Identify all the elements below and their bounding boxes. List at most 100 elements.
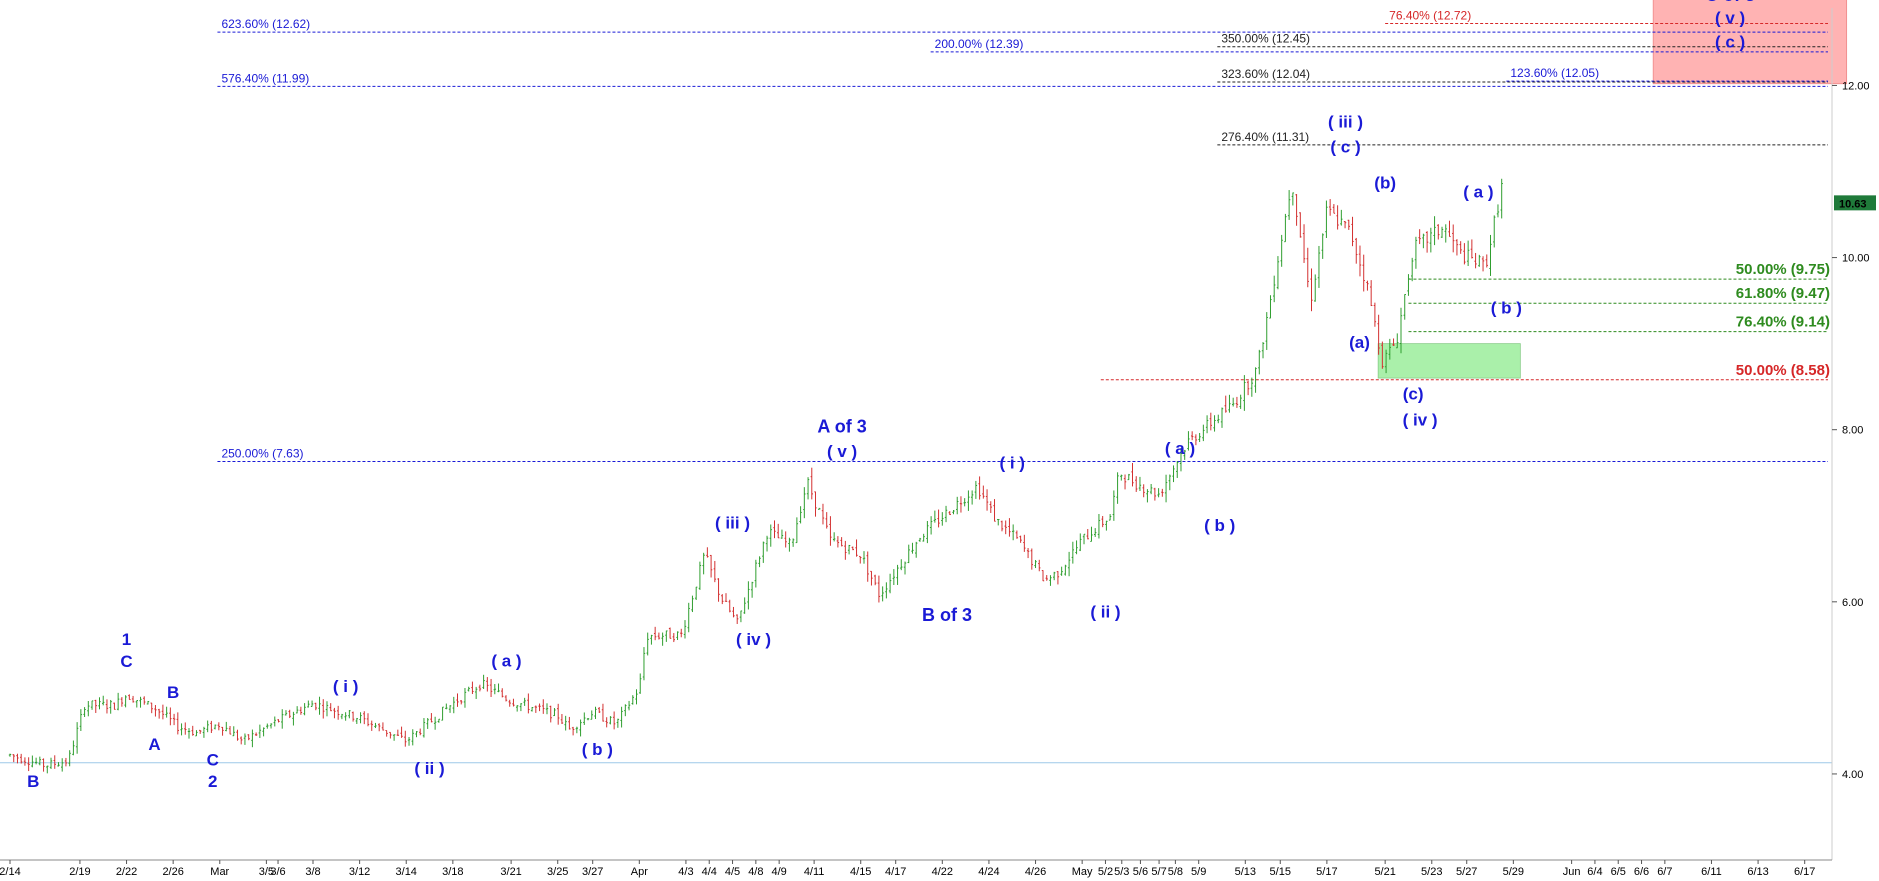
fib-label: 323.60% (12.04) [1221, 67, 1310, 81]
candle [404, 730, 407, 747]
candle [791, 538, 795, 547]
candle [1437, 224, 1440, 240]
candle [262, 727, 265, 737]
candle [1213, 415, 1216, 432]
candle [370, 720, 373, 731]
candle [1161, 488, 1164, 497]
candle [653, 626, 657, 641]
wave-label: ( a ) [1165, 439, 1195, 458]
candle [1299, 212, 1302, 238]
wave-label: 2 [208, 772, 217, 791]
candle [27, 757, 30, 772]
candle [1396, 333, 1399, 349]
candle [1112, 490, 1116, 521]
candle [109, 699, 112, 714]
candle [1220, 407, 1224, 428]
fib-label: 276.40% (11.31) [1221, 130, 1309, 144]
x-tick-label: 4/11 [804, 866, 825, 878]
candle [1448, 220, 1451, 238]
candle [963, 498, 966, 507]
last-price-badge: 10.63 [1834, 195, 1876, 211]
candle [1231, 397, 1235, 407]
candle [933, 510, 937, 523]
last-price-label: 10.63 [1839, 198, 1867, 210]
candle [1194, 434, 1198, 446]
candle [258, 724, 262, 739]
candle [982, 485, 985, 499]
y-tick-label: 12.00 [1842, 80, 1870, 92]
candle [180, 723, 183, 736]
candle [698, 561, 702, 590]
candle [243, 733, 247, 745]
candle [952, 510, 955, 515]
candle [228, 725, 232, 735]
candle [609, 716, 612, 725]
candle [859, 555, 862, 564]
candle [512, 698, 515, 707]
candle [1138, 476, 1142, 491]
target-zone [1652, 0, 1848, 85]
candle [635, 689, 638, 705]
candle [266, 723, 269, 729]
candle [221, 726, 224, 736]
candle [527, 693, 530, 714]
candle [1440, 226, 1444, 238]
candle [1485, 254, 1488, 268]
x-tick-label: 3/12 [349, 866, 370, 878]
candle [631, 695, 634, 705]
candle [892, 569, 896, 585]
candle [385, 729, 388, 737]
candle [426, 718, 429, 729]
candle [307, 700, 310, 708]
candle [329, 703, 332, 712]
candle [452, 696, 455, 714]
candle [1097, 514, 1101, 539]
zones-layer [1377, 0, 1848, 379]
wave-label: ( a ) [1463, 182, 1493, 201]
wave-label: ( b ) [1204, 516, 1235, 535]
x-tick-label: 5/29 [1503, 866, 1524, 878]
candle [72, 740, 75, 756]
candle [1082, 533, 1086, 545]
candle [1000, 520, 1004, 532]
x-tick-label: 5/3 [1114, 866, 1129, 878]
candle [1105, 520, 1108, 531]
candle [1190, 431, 1194, 441]
candle [1217, 414, 1220, 424]
candle [553, 708, 556, 717]
candle [94, 699, 97, 713]
candle [295, 706, 299, 714]
candle [728, 599, 731, 613]
x-tick-label: 2/19 [69, 866, 90, 878]
candle [1116, 472, 1119, 504]
x-tick-label: 5/15 [1270, 866, 1291, 878]
candle [184, 722, 187, 735]
candle [1429, 227, 1433, 253]
candle [1459, 241, 1462, 254]
x-tick-label: 3/5 [259, 866, 274, 878]
candle [646, 632, 649, 656]
candle [87, 700, 90, 717]
candle [680, 628, 683, 638]
candle [1064, 564, 1067, 576]
candle [739, 610, 743, 623]
candle [911, 542, 914, 554]
candle [642, 647, 646, 681]
wave-label: (b) [1374, 174, 1396, 193]
candle [176, 712, 180, 735]
candle [1235, 396, 1239, 408]
candle [1403, 293, 1406, 320]
candle [754, 559, 758, 588]
candle [724, 593, 728, 602]
candle [1019, 535, 1022, 543]
candle [1362, 254, 1365, 292]
candle [1026, 548, 1030, 559]
candle [310, 700, 314, 707]
candle [1347, 219, 1350, 230]
candle [1425, 231, 1429, 253]
candle [493, 684, 496, 695]
candle [1187, 431, 1190, 451]
candle [903, 561, 907, 575]
candle [448, 705, 452, 713]
candle [549, 705, 552, 723]
